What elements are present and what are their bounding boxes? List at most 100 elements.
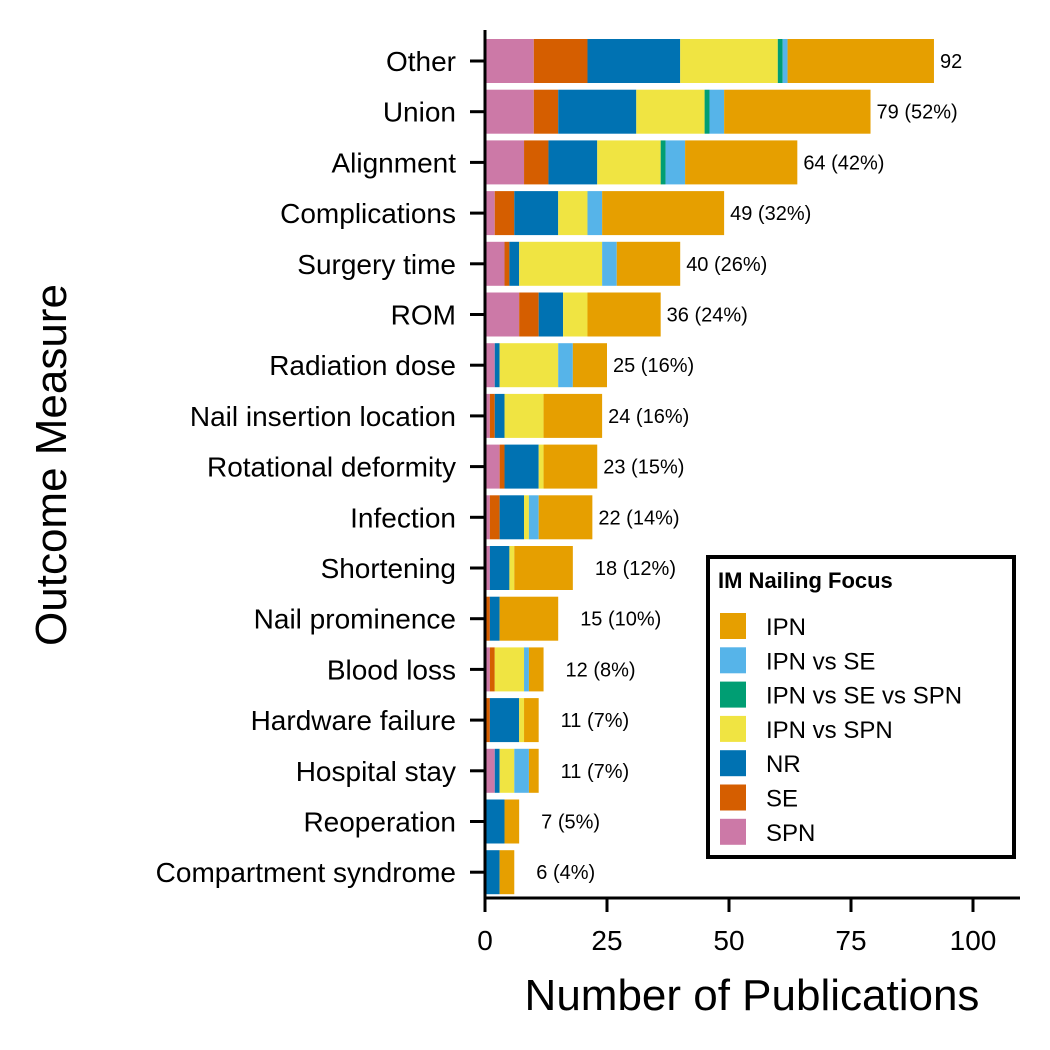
bar-segment-union-se — [533, 89, 559, 134]
bar-row-rom — [485, 292, 661, 337]
bar-segment-rom-ipn — [587, 292, 661, 337]
bar-segment-alignment-spn — [485, 140, 525, 185]
bar-segment-union-ipn-vs-spn — [636, 89, 705, 134]
legend-item-ipn-vs-se: IPN vs SE — [720, 647, 875, 675]
category-label: Shortening — [321, 553, 456, 584]
bar-segment-nail-insertion-location-ipn — [543, 393, 603, 438]
bar-segment-shortening-ipn-vs-spn — [509, 546, 515, 590]
bar-segment-hospital-stay-ipn-vs-se — [514, 748, 529, 793]
bar-value-label: 49 (32%) — [730, 203, 811, 225]
legend-item-se: SE — [720, 784, 798, 813]
bar-segment-union-nr — [558, 89, 637, 134]
bar-segment-blood-loss-ipn-vs-spn — [494, 647, 525, 692]
legend-swatch — [720, 715, 746, 742]
bar-value-label: 92 — [940, 51, 962, 73]
bar-row-compartment-syndrome — [485, 850, 515, 895]
bar-row-hardware-failure — [485, 698, 539, 743]
x-axis: 0 25 50 75 100 — [477, 896, 1020, 956]
bar-segment-complications-ipn-vs-se — [587, 191, 603, 236]
bar-segment-other-se — [533, 39, 588, 83]
legend-swatch — [720, 681, 746, 708]
legend-swatch — [720, 647, 746, 674]
bar-segment-infection-ipn — [538, 495, 593, 540]
bar-row-rotational-deformity — [485, 444, 598, 489]
legend-box — [706, 555, 1016, 859]
bar-row-infection — [485, 495, 593, 540]
bar-segment-alignment-se — [524, 140, 549, 185]
legend-item-ipn-vs-se-vs-spn: IPN vs SE vs SPN — [720, 681, 962, 710]
bar-segment-rotational-deformity-ipn — [543, 444, 598, 489]
bar-segment-infection-ipn-vs-spn — [524, 495, 529, 540]
bar-segment-hardware-failure-se — [485, 698, 490, 743]
bar-segment-surgery-time-ipn-vs-se — [602, 241, 617, 286]
bar-segment-nail-prominence-ipn — [499, 596, 559, 641]
y-axis-title: Outcome Measure — [27, 284, 76, 646]
bar-value-label: 12 (8%) — [566, 659, 636, 681]
bar-segment-compartment-syndrome-ipn — [499, 850, 515, 895]
bar-segment-complications-ipn — [602, 191, 725, 236]
bar-segment-hospital-stay-ipn-vs-spn — [499, 748, 515, 793]
category-labels: Other Union Alignment Complications Surgery … — [156, 46, 485, 888]
bar-segment-other-spn — [485, 39, 534, 83]
category-label: Hardware failure — [251, 705, 456, 736]
legend-swatch — [720, 613, 746, 639]
bar-row-surgery-time — [485, 241, 681, 286]
bar-segment-radiation-dose-ipn — [572, 343, 607, 388]
bar-segment-rom-ipn-vs-spn — [563, 292, 588, 337]
bar-segment-blood-loss-ipn — [528, 647, 544, 692]
bar-segment-other-ipn-vs-se-vs-spn — [777, 39, 783, 83]
category-label: Reoperation — [303, 807, 456, 838]
bar-row-nail-prominence — [485, 596, 559, 641]
category-label: Radiation dose — [269, 350, 456, 381]
bar-segment-complications-se — [494, 191, 515, 236]
bar-row-alignment — [485, 140, 798, 185]
bar-segment-other-ipn — [787, 39, 934, 83]
bar-row-shortening — [485, 546, 573, 590]
bar-value-label: 36 (24%) — [667, 305, 748, 327]
bar-segment-radiation-dose-ipn-vs-se — [558, 343, 573, 388]
bar-segment-nail-insertion-location-ipn-vs-spn — [504, 393, 544, 438]
legend-swatch — [720, 750, 746, 777]
bar-segment-complications-ipn-vs-spn — [558, 191, 588, 236]
bar-segment-other-ipn-vs-spn — [680, 39, 778, 83]
legend-label: NR — [766, 751, 801, 778]
bar-segment-blood-loss-se — [489, 647, 495, 692]
category-label: Union — [383, 97, 456, 128]
category-label: Surgery time — [297, 249, 456, 280]
bar-segment-alignment-ipn-vs-se — [665, 140, 686, 185]
legend-label: IPN vs SPN — [766, 717, 893, 744]
bar-segment-nail-insertion-location-nr — [494, 393, 505, 438]
bar-value-label: 25 (16%) — [613, 355, 694, 377]
bar-value-label: 18 (12%) — [595, 558, 676, 580]
category-label: Other — [386, 46, 456, 77]
bar-segment-union-spn — [485, 89, 534, 134]
bar-segment-surgery-time-ipn-vs-spn — [519, 241, 603, 286]
bar-row-radiation-dose — [485, 343, 607, 388]
x-tick-label: 50 — [713, 925, 744, 956]
bar-segment-hardware-failure-nr — [489, 698, 520, 743]
category-label: Nail prominence — [254, 604, 456, 635]
legend-label: SE — [766, 786, 798, 813]
bar-segment-nail-insertion-location-se — [489, 393, 495, 438]
bar-segment-rom-se — [519, 292, 539, 337]
bar-segment-hardware-failure-ipn-vs-spn — [519, 698, 525, 743]
bar-segment-shortening-ipn — [514, 546, 573, 590]
bar-segment-other-nr — [587, 39, 681, 83]
category-label: Rotational deformity — [207, 452, 456, 483]
legend-title: IM Nailing Focus — [718, 568, 893, 593]
bar-segment-infection-spn — [485, 495, 490, 540]
x-tick-label: 25 — [591, 925, 622, 956]
category-label: Complications — [280, 198, 456, 229]
bar-value-label: 11 (7%) — [561, 710, 630, 732]
bar-segment-alignment-ipn-vs-spn — [597, 140, 661, 185]
bar-segment-shortening-nr — [489, 546, 510, 590]
bar-segment-radiation-dose-nr — [494, 343, 500, 388]
bar-segment-nail-prominence-se — [485, 596, 490, 641]
category-label: Nail insertion location — [190, 401, 456, 432]
bar-segment-alignment-ipn — [685, 140, 798, 185]
bar-segment-infection-ipn-vs-se — [528, 495, 539, 540]
bar-segment-other-ipn-vs-se — [782, 39, 788, 83]
bar-segment-radiation-dose-ipn-vs-spn — [499, 343, 559, 388]
legend-label: SPN — [766, 820, 815, 847]
